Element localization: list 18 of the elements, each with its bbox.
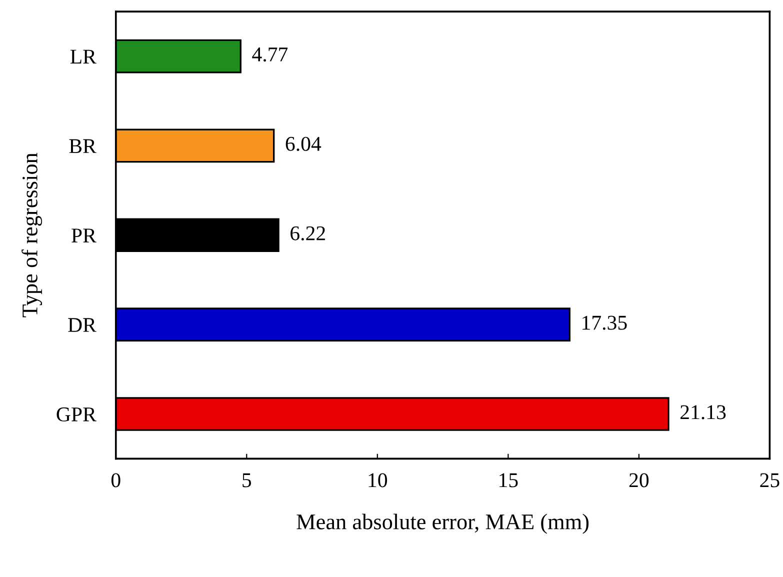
data-label: 21.13 (680, 405, 726, 420)
y-tick-label: BR (69, 139, 96, 153)
x-tick-label: 20 (629, 473, 649, 488)
y-tick-label: GPR (56, 407, 96, 422)
x-tick-label: 5 (242, 473, 252, 488)
x-tick-label: 0 (111, 473, 120, 488)
data-label: 17.35 (582, 316, 627, 330)
data-label: 6.04 (286, 136, 322, 151)
y-tick-label: PR (72, 228, 96, 242)
x-tick-label: 15 (500, 473, 518, 488)
data-label: 6.22 (290, 226, 325, 240)
y-tick-label: LR (70, 50, 96, 64)
x-axis-title: Mean absolute error, MAE (mm) (296, 514, 589, 534)
x-tick-label: 25 (760, 473, 780, 488)
y-axis-title: Type of regression (22, 152, 42, 318)
data-label: 4.77 (252, 48, 288, 62)
y-tick-label: DR (68, 318, 96, 332)
x-tick-label: 10 (368, 473, 388, 488)
